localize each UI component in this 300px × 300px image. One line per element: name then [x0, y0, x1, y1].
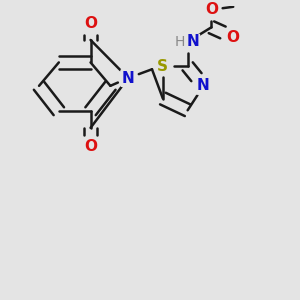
- Text: N: N: [197, 78, 210, 93]
- Text: N: N: [187, 34, 200, 50]
- Text: O: O: [227, 30, 240, 45]
- Text: O: O: [205, 2, 218, 17]
- Text: H: H: [175, 35, 185, 49]
- Text: N: N: [122, 70, 135, 86]
- Text: S: S: [158, 59, 168, 74]
- Text: O: O: [84, 16, 97, 31]
- Text: O: O: [84, 139, 97, 154]
